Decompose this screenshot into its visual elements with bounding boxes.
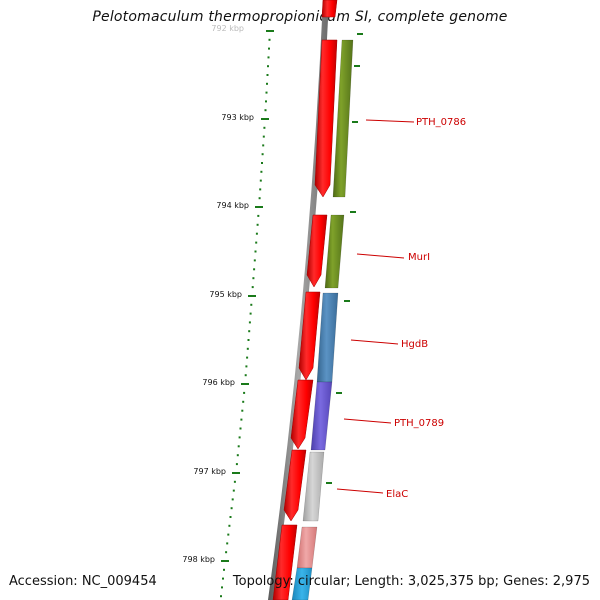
genome-summary-text: Topology: circular; Length: 3,025,375 bp… xyxy=(232,574,590,589)
cds-arrow-red xyxy=(306,214,328,288)
gene-block-unnamed-cyan xyxy=(291,567,313,600)
track-gap xyxy=(339,0,353,12)
cds-arrow-red xyxy=(272,524,298,600)
gene-block-muri xyxy=(324,214,345,289)
ruler-label-794: 794 kbp xyxy=(216,201,249,210)
gene-callout-line xyxy=(350,339,399,345)
ruler-label-795: 795 kbp xyxy=(209,290,242,299)
gene-block-pth-0786 xyxy=(332,39,354,198)
ruler-label-797: 797 kbp xyxy=(193,467,226,476)
cds-arrow-red xyxy=(321,0,338,18)
ruler-label-798: 798 kbp xyxy=(182,555,215,564)
cds-arrow-red xyxy=(283,449,307,522)
gene-label-hgdb[interactable]: HgdB xyxy=(401,339,428,350)
cds-arrow-red xyxy=(298,291,321,381)
gene-block-unnamed xyxy=(296,526,318,569)
gene-callout-line xyxy=(343,418,392,424)
gene-callout-line xyxy=(365,119,415,123)
gene-block-pth-0789 xyxy=(310,381,333,451)
cds-arrow-red xyxy=(314,39,338,198)
map-title: Pelotomaculum thermopropionicum SI, comp… xyxy=(92,9,508,25)
ruler-label-792: 792 kbp xyxy=(211,24,244,33)
gene-callouts xyxy=(326,33,415,494)
ruler-label-796: 796 kbp xyxy=(202,378,235,387)
gene-label-muri[interactable]: MurI xyxy=(408,252,430,263)
ruler-label-793: 793 kbp xyxy=(221,113,254,122)
gene-callout-line xyxy=(356,253,405,259)
gene-block-hgdb xyxy=(316,292,339,383)
gene-label-pth-0786[interactable]: PTH_0786 xyxy=(416,117,466,128)
coordinate-ruler xyxy=(220,30,274,598)
accession-text: Accession: NC_009454 xyxy=(9,574,157,589)
gene-label-pth-0789[interactable]: PTH_0789 xyxy=(394,418,444,429)
gene-label-elac[interactable]: ElaC xyxy=(386,489,408,500)
gene-color-track xyxy=(291,0,354,600)
gene-block-elac xyxy=(302,451,325,522)
forward-strand-track xyxy=(272,0,338,600)
gene-callout-line xyxy=(336,488,384,494)
cds-arrow-red xyxy=(290,379,314,450)
